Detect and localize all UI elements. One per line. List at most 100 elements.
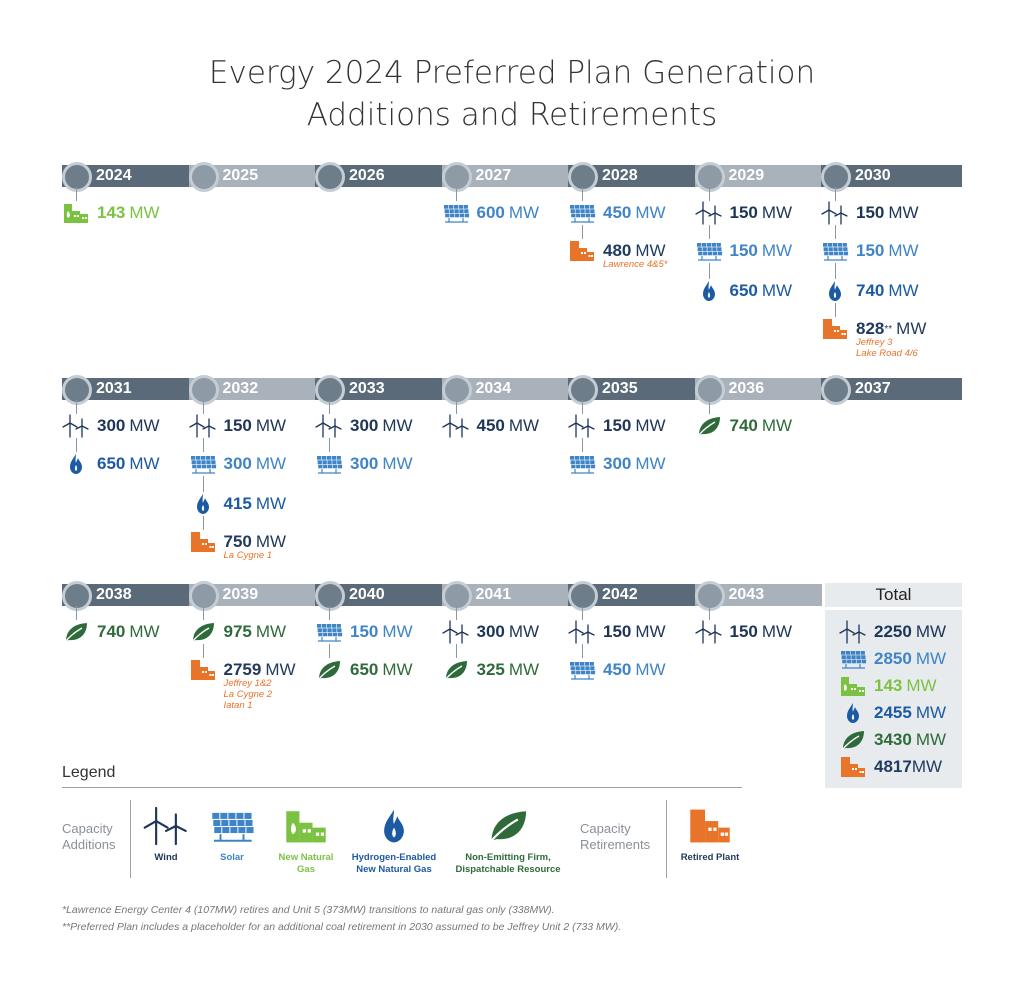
entry-value: 150 (729, 203, 758, 222)
legend-item-wind: Wind (111, 806, 221, 864)
legend-item-label: Wind (154, 852, 178, 863)
entry-value: 750 (223, 532, 252, 551)
year-label-2025: 2025 (222, 167, 259, 184)
entry-unit: MW (761, 622, 793, 641)
year-label-2029: 2029 (728, 167, 765, 184)
total-gas: 143 MW (839, 673, 937, 699)
year-label-2027: 2027 (475, 167, 512, 184)
entry-value: 450 (603, 660, 632, 679)
chart-title-line2: Additions and Retirements (306, 97, 718, 133)
year-node-2034 (441, 375, 472, 405)
year-label-2028: 2028 (602, 167, 638, 184)
entry-2036-nef: 740 MW (694, 413, 792, 439)
year-node-2035 (568, 375, 598, 405)
legend-item-solar: Solar (177, 806, 287, 864)
total-wind: 2250 MW (839, 619, 946, 645)
entry-value: 828 (856, 319, 885, 338)
year-node-2041 (441, 581, 472, 611)
entry-2039-nef: 975 MW (188, 619, 287, 645)
entry-value: 975 (223, 622, 252, 641)
entry-2032-retired: 750 MW (188, 529, 286, 555)
entry-value: 450 (603, 203, 632, 222)
entry-value: 300 (97, 416, 126, 435)
year-label-2030: 2030 (855, 167, 891, 184)
entry-2028-retired: 480 MW (568, 238, 666, 264)
year-node-2040 (315, 581, 345, 611)
year-node-2024 (62, 162, 92, 192)
year-label-2031: 2031 (96, 380, 132, 397)
entry-2030-solar: 150 MW (821, 238, 919, 264)
total-unit: MW (915, 730, 947, 749)
year-segment-2028 (568, 165, 695, 187)
solar-panel-icon (441, 201, 470, 225)
totals-panel: 2250 MW 2850 MW 143 MW 2455 MW 3430 MW 4817 MW (825, 610, 962, 788)
timeline-bar-row-1: 2024 2025 2026 2027 2028 2029 2030 (62, 162, 962, 192)
entry-value: 480 (603, 241, 632, 260)
year-node-2039 (188, 581, 219, 611)
wind-turbine-icon (839, 620, 867, 644)
entry-2041-wind: 300 MW (441, 619, 539, 645)
entry-value: 650 (97, 454, 126, 473)
year-label-2037: 2037 (855, 380, 891, 397)
entry-value: 740 (729, 416, 758, 435)
entry-unit: MW (255, 622, 287, 641)
total-unit: MW (915, 703, 947, 722)
total-header: Total (825, 583, 962, 607)
entry-value: 150 (856, 241, 885, 260)
total-solar: 2850 MW (839, 646, 946, 672)
entry-value: 600 (476, 203, 505, 222)
leaf-icon (694, 414, 723, 438)
wind-turbine-icon (441, 620, 470, 644)
year-label-2042: 2042 (602, 586, 638, 603)
year-label-2041: 2041 (475, 586, 512, 603)
entry-2039-retired: 2759 MW (188, 657, 296, 683)
entry-2043-wind: 150 MW (694, 619, 793, 645)
entry-2041-nef: 325 MW (441, 657, 539, 683)
entry-value: 650 (350, 660, 379, 679)
year-segment-2038 (62, 584, 189, 606)
retired-plant-icon (655, 806, 765, 846)
leaf-icon (839, 728, 867, 752)
entry-value: 150 (729, 622, 758, 641)
entry-2030-retired: 828 ** MW (821, 316, 926, 342)
year-node-2026 (315, 162, 345, 192)
retirement-note-2028: Lawrence 4&5* (603, 259, 668, 270)
entry-unit: MW (896, 319, 927, 338)
solar-panel-icon (315, 452, 343, 476)
year-segment-2043 (694, 584, 822, 606)
entry-2027-solar: 600 MW (441, 200, 539, 226)
timeline-bar-row-2: 2031 2032 2033 2034 2035 2036 2037 (62, 375, 962, 405)
hydrogen-flame-icon (339, 806, 449, 846)
entry-unit: MW (635, 416, 666, 435)
entry-unit: MW (129, 203, 160, 222)
solar-panel-icon (315, 620, 343, 644)
total-value: 2850 (874, 649, 912, 668)
total-value: 2250 (874, 622, 912, 641)
total-unit: MW (911, 757, 943, 776)
hydrogen-flame-icon (694, 279, 723, 303)
year-label-2024: 2024 (96, 167, 132, 184)
entry-value: 325 (476, 660, 505, 679)
year-segment-2030 (821, 165, 962, 187)
solar-panel-icon (568, 658, 596, 682)
entry-2035-wind: 150 MW (568, 413, 666, 439)
total-value: 4817 (874, 757, 912, 776)
footnote-2: **Preferred Plan includes a placeholder … (62, 921, 622, 933)
year-node-2031 (62, 375, 92, 405)
legend-title: Legend (62, 764, 116, 781)
entry-2032-solar: 300 MW (188, 451, 286, 477)
year-label-2036: 2036 (728, 380, 765, 397)
entry-2040-nef: 650 MW (315, 657, 413, 683)
year-label-2040: 2040 (349, 586, 385, 603)
year-segment-2034 (441, 378, 568, 400)
year-node-2036 (694, 375, 725, 405)
entry-value: 650 (729, 281, 758, 300)
year-label-2043: 2043 (728, 586, 765, 603)
legend-item-nef: Non-Emitting Firm, Dispatchable Resource (453, 806, 563, 876)
retirement-note-2032: La Cygne 1 (223, 550, 273, 561)
wind-turbine-icon (188, 414, 217, 438)
entry-2024-gas: 143 MW (62, 200, 160, 226)
retirement-note-2030: Jeffrey 3 Lake Road 4/6 (856, 337, 918, 359)
legend-item-retired: Retired Plant (655, 806, 765, 864)
entry-value: 450 (476, 416, 505, 435)
